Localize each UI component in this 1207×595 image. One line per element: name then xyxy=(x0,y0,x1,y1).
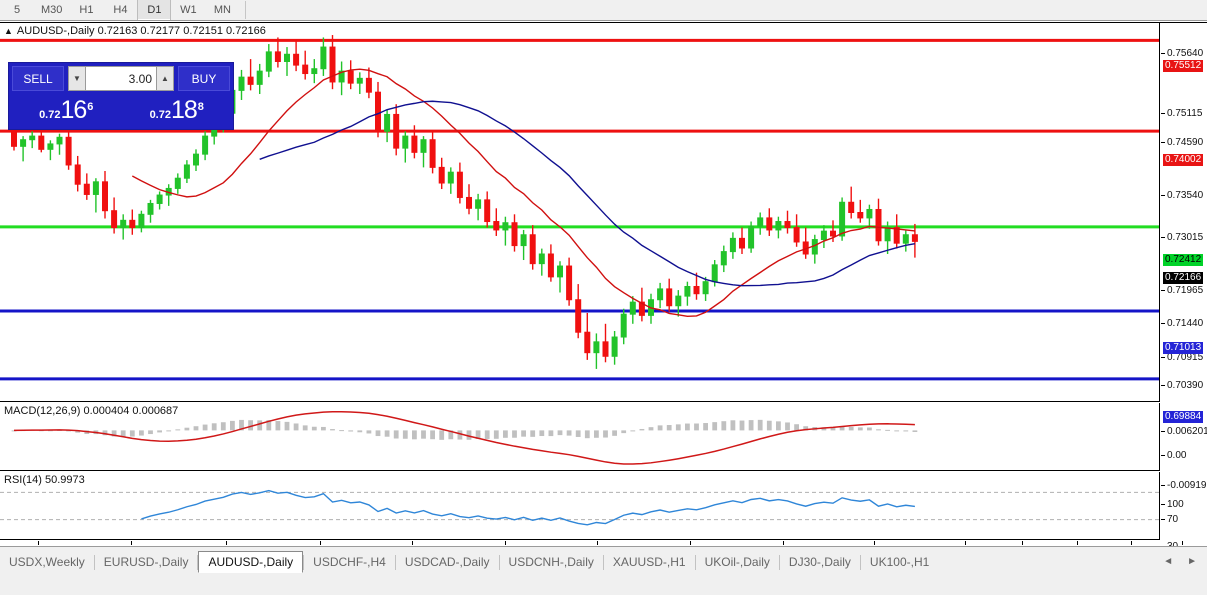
one-click-trading-panel[interactable]: SELL ▼ 3.00 ▲ BUY 0.72 16 6 0.72 18 8 xyxy=(8,62,234,130)
time-tick xyxy=(597,541,598,545)
tab-scroll-right-icon[interactable]: ► xyxy=(1187,556,1197,567)
buy-button[interactable]: BUY xyxy=(178,66,230,91)
volume-increase-icon[interactable]: ▲ xyxy=(156,66,174,91)
price-label-blue[interactable]: 0.71013 xyxy=(1163,342,1204,354)
sell-price[interactable]: 0.72 16 6 xyxy=(12,92,120,126)
time-tick xyxy=(1022,541,1023,545)
time-tick xyxy=(874,541,875,545)
volume-stepper[interactable]: ▼ 3.00 ▲ xyxy=(68,66,174,91)
timeframe-m30[interactable]: M30 xyxy=(41,4,63,16)
price-label-red[interactable]: 0.74002 xyxy=(1163,154,1204,166)
time-tick xyxy=(38,541,39,545)
time-tick xyxy=(1182,541,1183,545)
time-tick xyxy=(965,541,966,545)
sell-price-fraction: 6 xyxy=(87,101,94,113)
toolbar-divider xyxy=(245,1,247,19)
scale-tick: 100 xyxy=(1161,499,1184,510)
tab-divider xyxy=(93,555,95,570)
tab-divider xyxy=(694,555,696,570)
tab-divider xyxy=(498,555,500,570)
price-scale[interactable]: 0.75640 0.75115 0.74590 0.73540 0.73015 0.719… xyxy=(1161,23,1207,566)
time-tick xyxy=(412,541,413,545)
tab-divider xyxy=(303,555,305,570)
tab-usdcnh-daily[interactable]: USDCNH-,Daily xyxy=(508,555,594,569)
tab-xauusd-h1[interactable]: XAUUSD-,H1 xyxy=(612,555,686,569)
price-label-green[interactable]: 0.72412 xyxy=(1163,254,1204,266)
scale-tick: 0.70390 xyxy=(1161,380,1203,391)
scale-tick: 0.00 xyxy=(1161,450,1186,461)
tab-divider xyxy=(394,555,396,570)
chart-tab-bar[interactable]: USDX,Weekly EURUSD-,Daily AUDUSD-,Daily USD… xyxy=(0,546,1207,595)
timeframe-h1[interactable]: H1 xyxy=(79,4,94,16)
scale-tick: 0.73540 xyxy=(1161,190,1203,201)
buy-price-prefix: 0.72 xyxy=(149,109,171,121)
scale-tick: 0.73015 xyxy=(1161,232,1203,243)
time-tick xyxy=(505,541,506,545)
timeframe-w1[interactable]: W1 xyxy=(180,4,197,16)
trade-panel-controls: SELL ▼ 3.00 ▲ BUY xyxy=(9,63,233,91)
sell-button[interactable]: SELL xyxy=(12,66,64,91)
tab-usdchf-h4[interactable]: USDCHF-,H4 xyxy=(313,555,386,569)
volume-decrease-icon[interactable]: ▼ xyxy=(68,66,86,91)
buy-price[interactable]: 0.72 18 8 xyxy=(123,92,231,126)
rsi-pane[interactable]: RSI(14) 50.9973 xyxy=(0,472,1160,540)
scale-tick: 0.71440 xyxy=(1161,318,1203,329)
tab-divider xyxy=(859,555,861,570)
time-tick xyxy=(131,541,132,545)
timeframe-toolbar: 5 M30 H1 H4 D1 W1 MN xyxy=(0,0,1207,21)
buy-price-main: 18 xyxy=(170,96,198,124)
candlestick-chart xyxy=(0,35,1159,381)
timeframe-h4[interactable]: H4 xyxy=(113,4,128,16)
volume-input[interactable]: 3.00 xyxy=(86,66,156,91)
rsi-chart xyxy=(0,489,1159,526)
tab-uk100-h1[interactable]: UK100-,H1 xyxy=(869,555,930,569)
tab-scroll-controls[interactable]: ◄ ► xyxy=(1163,556,1207,567)
tab-ukoil-daily[interactable]: UKOil-,Daily xyxy=(704,555,770,569)
timeframe-d1[interactable]: D1 xyxy=(137,0,172,20)
timeframe-5[interactable]: 5 xyxy=(13,4,21,16)
buy-price-fraction: 8 xyxy=(197,101,204,113)
price-label-blue[interactable]: 0.69884 xyxy=(1163,411,1204,423)
scale-tick: -0.009197 xyxy=(1161,480,1207,491)
tab-divider xyxy=(778,555,780,570)
macd-chart xyxy=(11,410,918,465)
tab-dj30-daily[interactable]: DJ30-,Daily xyxy=(788,555,851,569)
time-tick xyxy=(1077,541,1078,545)
timeframe-mn[interactable]: MN xyxy=(213,4,231,16)
scale-tick: 0.71965 xyxy=(1161,285,1203,296)
tab-divider xyxy=(602,555,604,570)
tab-usdx-weekly[interactable]: USDX,Weekly xyxy=(9,555,85,569)
scale-tick: 0.75640 xyxy=(1161,48,1203,59)
macd-pane[interactable]: MACD(12,26,9) 0.000404 0.000687 xyxy=(0,403,1160,471)
tab-audusd-daily[interactable]: AUDUSD-,Daily xyxy=(198,551,304,573)
time-tick xyxy=(320,541,321,545)
trade-panel-prices: 0.72 16 6 0.72 18 8 xyxy=(9,91,233,129)
scale-tick: 0.70915 xyxy=(1161,352,1203,363)
sell-price-prefix: 0.72 xyxy=(39,109,61,121)
rsi-label: RSI(14) 50.9973 xyxy=(4,474,85,486)
tab-eurusd-daily[interactable]: EURUSD-,Daily xyxy=(103,555,189,569)
time-tick xyxy=(226,541,227,545)
price-pane[interactable]: ▲ AUDUSD-,Daily 0.72163 0.72177 0.72151 0… xyxy=(0,23,1160,402)
price-label-red[interactable]: 0.75512 xyxy=(1163,60,1204,72)
scale-tick: 0.75115 xyxy=(1161,108,1202,119)
time-tick xyxy=(1131,541,1132,545)
tab-scroll-left-icon[interactable]: ◄ xyxy=(1163,556,1174,567)
scale-tick: 70 xyxy=(1161,514,1178,525)
tab-usdcad-daily[interactable]: USDCAD-,Daily xyxy=(404,555,490,569)
scale-tick: 0.006201 xyxy=(1161,426,1207,437)
tab-divider xyxy=(197,555,199,570)
macd-label: MACD(12,26,9) 0.000404 0.000687 xyxy=(4,405,179,417)
sell-price-main: 16 xyxy=(60,96,87,124)
time-tick xyxy=(690,541,691,545)
time-tick xyxy=(783,541,784,545)
price-label-black[interactable]: 0.72166 xyxy=(1163,272,1204,284)
chart-area[interactable]: ▲ AUDUSD-,Daily 0.72163 0.72177 0.72151 0… xyxy=(0,22,1207,567)
scale-tick: 0.74590 xyxy=(1161,137,1203,148)
